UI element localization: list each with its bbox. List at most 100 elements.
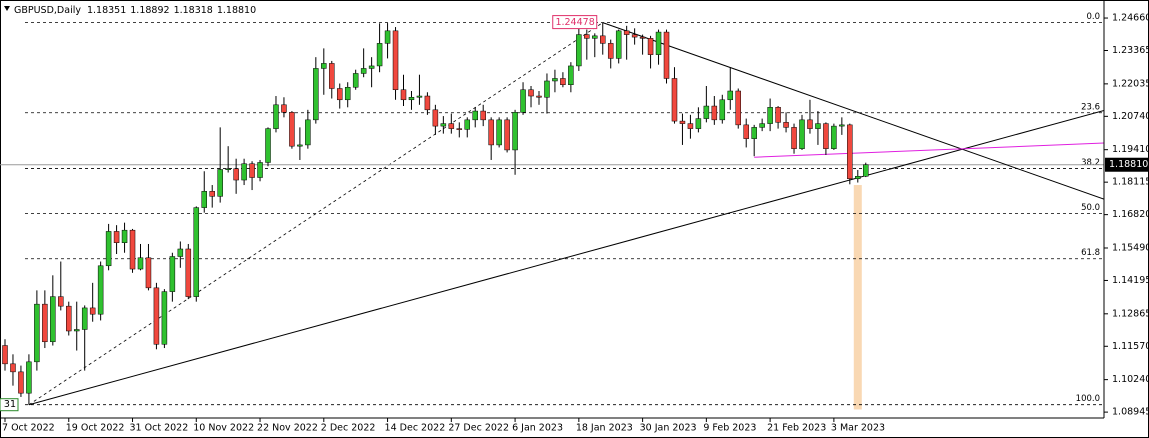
fib-label: 61.8: [1081, 248, 1100, 258]
candle-body: [121, 229, 128, 243]
y-tick-label: 1.22035: [1112, 78, 1149, 89]
candle-body: [217, 169, 223, 197]
candle-body: [528, 89, 534, 97]
low-label: 31: [4, 399, 16, 410]
candle-body: [623, 30, 630, 35]
candle-body: [185, 248, 192, 297]
y-tick-label: 1.20740: [1112, 111, 1149, 122]
candle-body: [97, 265, 104, 315]
candle-body: [472, 110, 478, 121]
candle-body: [137, 257, 144, 270]
candle-body: [568, 65, 574, 85]
candle-body: [73, 329, 80, 332]
candle-body: [18, 371, 24, 394]
x-tick-label: 3 Mar 2023: [831, 423, 885, 434]
candle-body: [751, 127, 757, 139]
candle-body: [496, 119, 502, 146]
fib-baseline: [28, 22, 603, 406]
y-tick-label: 1.23365: [1112, 45, 1149, 56]
candle-body: [233, 168, 239, 181]
x-tick-label: 19 Oct 2022: [66, 423, 125, 434]
candle-body: [799, 119, 805, 149]
candle-body: [58, 296, 64, 307]
candle-body: [687, 123, 694, 129]
x-tick-label: 31 Oct 2022: [130, 423, 189, 434]
low-label-box: [0, 398, 19, 412]
candle-body: [607, 43, 614, 59]
candle-body: [759, 123, 765, 128]
candle-body: [855, 176, 861, 180]
candle-body: [823, 123, 829, 149]
candle-body: [66, 305, 72, 332]
candle-body: [408, 97, 415, 101]
candle-body: [679, 120, 686, 124]
candle-body: [416, 95, 423, 98]
candle-body: [775, 107, 781, 123]
candle-body: [313, 68, 319, 121]
candle-body: [432, 109, 439, 127]
candle-body: [241, 163, 247, 181]
candle-body: [257, 162, 263, 178]
peak-label-box: [552, 15, 598, 30]
candle-body: [655, 31, 662, 55]
candle-body: [520, 89, 526, 113]
candle-body: [26, 361, 32, 394]
candle-body: [360, 68, 367, 74]
candle-body: [113, 231, 120, 243]
candle-body: [448, 123, 455, 129]
y-tick-label: 1.24660: [1112, 13, 1149, 24]
candle-body: [336, 88, 343, 101]
candle-body: [161, 291, 168, 345]
peak-label: 1.24478: [555, 17, 594, 28]
candle-body: [631, 34, 638, 38]
x-tick-label: 30 Jan 2023: [640, 423, 697, 434]
candle-body: [464, 119, 471, 130]
y-tick-label: 1.10240: [1112, 374, 1149, 385]
candle-body: [743, 124, 749, 139]
candle-body: [2, 345, 8, 365]
candle-body: [504, 119, 510, 151]
y-tick-label: 1.11570: [1112, 341, 1149, 352]
fib-label: 38.2: [1081, 158, 1100, 168]
x-tick-label: 18 Jan 2023: [576, 423, 633, 434]
y-tick-label: 1.16820: [1112, 209, 1149, 220]
candle-body: [727, 90, 734, 101]
candle-body: [584, 34, 590, 39]
candle-body: [719, 99, 726, 121]
high-value: 1.18892: [130, 5, 169, 16]
symbol-icon: [4, 6, 10, 11]
last-price-box: [1105, 157, 1148, 172]
fib-label: 100.0: [1076, 394, 1100, 404]
candle-body: [392, 30, 399, 91]
candle-body: [281, 104, 287, 113]
fib-label: 50.0: [1081, 203, 1100, 213]
candle-body: [440, 123, 447, 127]
x-tick-label: 21 Feb 2023: [767, 423, 826, 434]
candle-body: [695, 118, 702, 129]
candle-body: [671, 78, 678, 122]
candle-body: [368, 65, 375, 69]
x-tick-label: 14 Dec 2022: [385, 423, 446, 434]
candle-body: [42, 303, 48, 343]
candle-body: [105, 231, 112, 267]
candle-body: [305, 119, 311, 146]
trendline: [602, 22, 1104, 200]
open-value: 1.18351: [87, 5, 126, 16]
candle-body: [400, 89, 407, 101]
candle-body: [169, 256, 176, 292]
candle-body: [321, 63, 327, 69]
candle-body: [552, 78, 558, 82]
candle-body: [639, 36, 646, 39]
candle-body: [265, 128, 271, 163]
x-tick-label: 6 Jan 2023: [512, 423, 563, 434]
candle-body: [50, 296, 56, 343]
candle-body: [249, 163, 255, 178]
x-tick-label: 10 Nov 2022: [193, 423, 254, 434]
candle-body: [815, 123, 821, 129]
candle-body: [201, 191, 207, 208]
candle-body: [193, 207, 200, 297]
candle-body: [225, 168, 231, 170]
x-tick-label: 22 Nov 2022: [257, 423, 318, 434]
candle-body: [536, 95, 542, 98]
